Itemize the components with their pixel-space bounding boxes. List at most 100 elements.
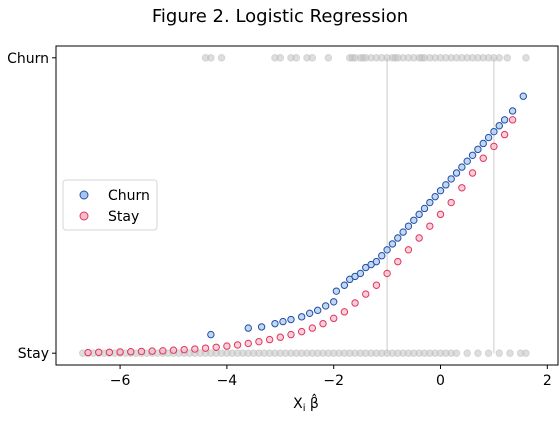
stay-point <box>276 333 284 341</box>
observed-stay-point <box>484 349 493 357</box>
stay-point <box>394 257 402 266</box>
churn-point <box>244 324 252 332</box>
churn-point <box>313 306 322 315</box>
churn-point <box>378 252 386 260</box>
churn-series <box>207 92 527 339</box>
x-tick-label: 0 <box>436 373 445 389</box>
stay-point <box>95 348 103 356</box>
y-tick-label: Stay <box>18 346 49 362</box>
churn-point <box>468 151 477 159</box>
stay-point <box>191 345 199 353</box>
churn-point <box>340 281 349 289</box>
churn-point <box>447 175 455 183</box>
stay-point <box>308 324 317 332</box>
legend-label-churn: Churn <box>108 188 150 204</box>
observed-churn-point <box>522 54 530 62</box>
stay-point <box>404 246 413 254</box>
plot-area-frame <box>55 45 559 366</box>
x-axis-label: Xi β̂ <box>293 393 319 414</box>
observed-stay-point <box>495 349 504 357</box>
stay-point <box>201 344 210 352</box>
stay-point <box>180 345 188 354</box>
churn-point <box>500 116 509 124</box>
stay-series <box>84 116 517 357</box>
x-tick-label: −6 <box>110 373 131 389</box>
churn-point <box>356 269 365 278</box>
x-tick-label: −2 <box>323 373 344 389</box>
churn-point <box>495 122 503 130</box>
stay-point <box>137 347 146 356</box>
churn-point <box>297 313 306 321</box>
x-tick-label: −4 <box>217 373 238 389</box>
churn-point <box>394 234 402 242</box>
observed-stay-point <box>522 349 530 357</box>
stay-point <box>500 130 509 139</box>
churn-point <box>279 317 287 326</box>
churn-point <box>452 169 461 177</box>
churn-point <box>388 240 397 248</box>
observed-stay-point <box>506 349 514 357</box>
chart-title: Figure 2. Logistic Regression <box>152 6 408 27</box>
observed-points <box>78 54 530 357</box>
observed-stay-point <box>474 349 482 357</box>
stay-point <box>233 341 242 349</box>
legend-label-stay: Stay <box>108 209 139 225</box>
churn-point <box>463 157 471 165</box>
churn-point <box>332 287 341 295</box>
churn-point <box>305 309 314 318</box>
legend-marker-stay <box>79 211 89 221</box>
y-tick-label: Churn <box>7 51 49 67</box>
stay-point <box>479 154 487 162</box>
churn-point <box>426 198 434 207</box>
stay-point <box>436 210 445 219</box>
svg-text:Xi β̂: Xi β̂ <box>293 393 319 414</box>
reference-lines <box>386 57 495 354</box>
stay-point <box>223 342 231 350</box>
churn-point <box>458 163 466 171</box>
stay-point <box>255 337 263 346</box>
churn-point <box>415 210 423 219</box>
stay-point <box>415 234 423 242</box>
stay-point <box>212 343 220 351</box>
churn-point <box>330 298 338 306</box>
observed-churn-point <box>308 54 317 62</box>
churn-point <box>383 246 391 254</box>
stay-point <box>508 116 517 124</box>
stay-point <box>297 327 306 336</box>
churn-point <box>399 228 407 236</box>
observed-churn-point <box>217 54 226 62</box>
stay-point <box>287 330 295 339</box>
observed-churn-point <box>292 54 301 62</box>
stay-point <box>351 299 359 307</box>
churn-point <box>271 319 279 328</box>
churn-point <box>404 222 413 230</box>
observed-stay-point <box>463 349 472 357</box>
stay-point <box>468 169 477 177</box>
stay-point <box>447 198 455 207</box>
stay-point <box>159 347 167 355</box>
legend-marker-churn <box>79 190 89 200</box>
churn-point <box>474 145 482 154</box>
churn-point <box>484 133 493 142</box>
stay-point <box>383 269 391 278</box>
x-tick-label: 2 <box>543 373 552 389</box>
churn-point <box>372 257 381 266</box>
churn-point <box>490 127 498 136</box>
y-axis-ticks: Stay Churn <box>7 51 56 362</box>
stay-point <box>330 314 338 323</box>
churn-point <box>321 302 330 310</box>
observed-stay-point <box>452 349 461 357</box>
churn-point <box>479 139 487 148</box>
churn-point <box>420 204 429 213</box>
observed-churn-point <box>207 54 215 62</box>
stay-point <box>169 346 178 354</box>
churn-point <box>207 330 215 339</box>
stay-point <box>148 347 156 355</box>
churn-point <box>287 315 295 324</box>
x-axis-ticks: −6 −4 −2 0 2 <box>110 365 552 389</box>
churn-point <box>257 323 266 331</box>
stay-point <box>490 142 498 151</box>
churn-point <box>431 192 439 201</box>
stay-point <box>244 339 252 348</box>
